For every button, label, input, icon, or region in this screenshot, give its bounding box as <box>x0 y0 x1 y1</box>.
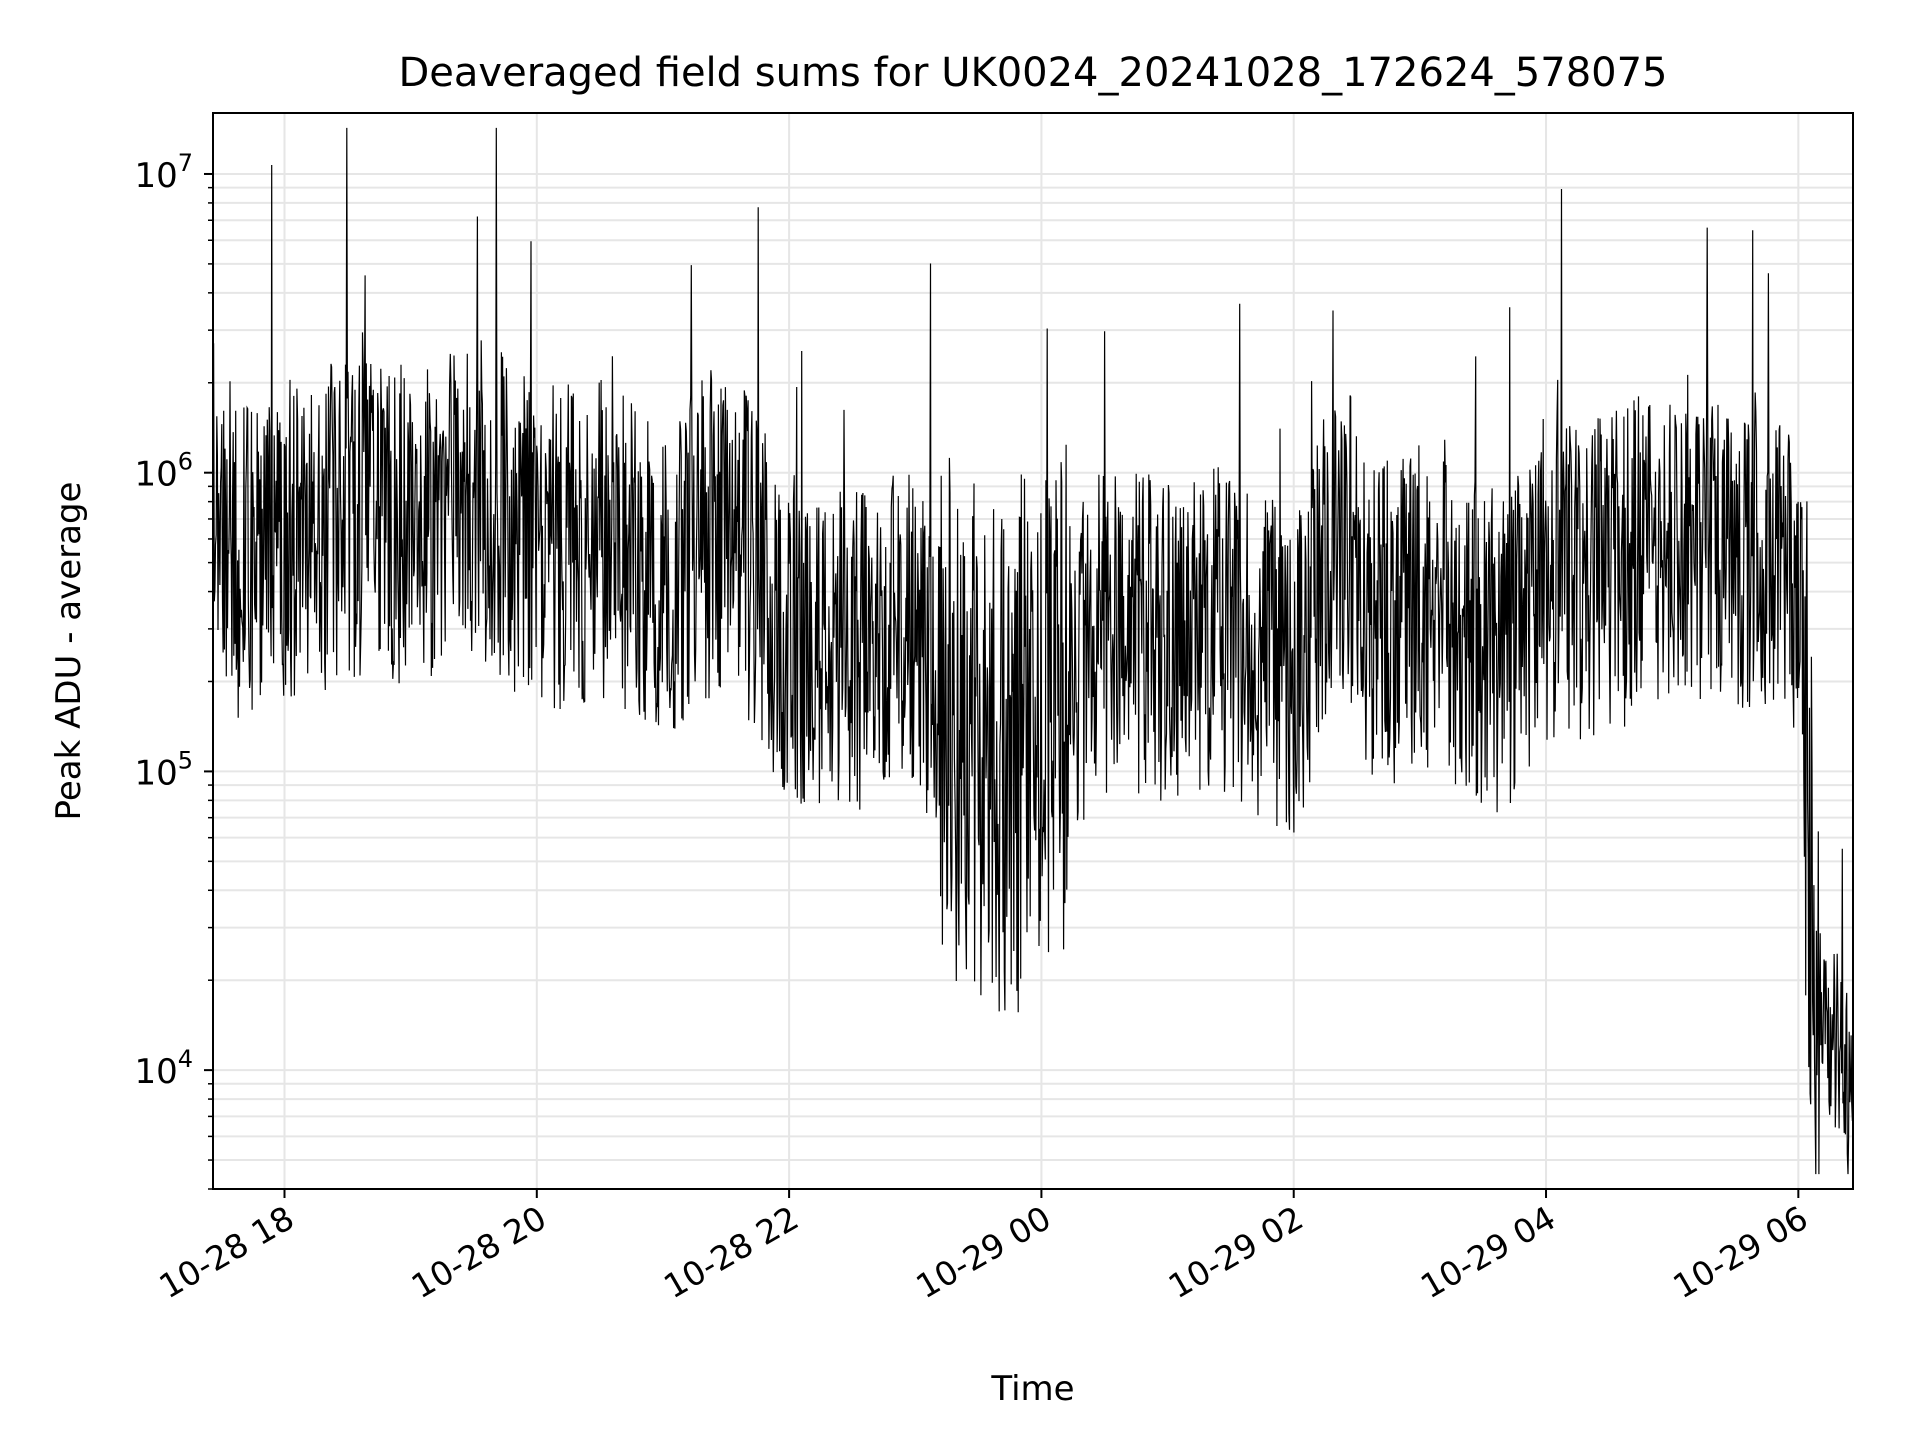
y-tick-label: 105 <box>134 746 193 793</box>
y-tick-label: 107 <box>134 149 193 196</box>
series-line <box>212 127 1854 1175</box>
y-axis-label: Peak ADU - average <box>49 482 89 821</box>
chart-title: Deaveraged field sums for UK0024_2024102… <box>398 50 1667 96</box>
y-tick-label: 104 <box>134 1045 193 1092</box>
y-tick-label: 106 <box>134 448 193 495</box>
plot-frame <box>212 112 1854 1190</box>
data-series <box>212 127 1854 1175</box>
x-axis-label: Time <box>990 1369 1074 1409</box>
